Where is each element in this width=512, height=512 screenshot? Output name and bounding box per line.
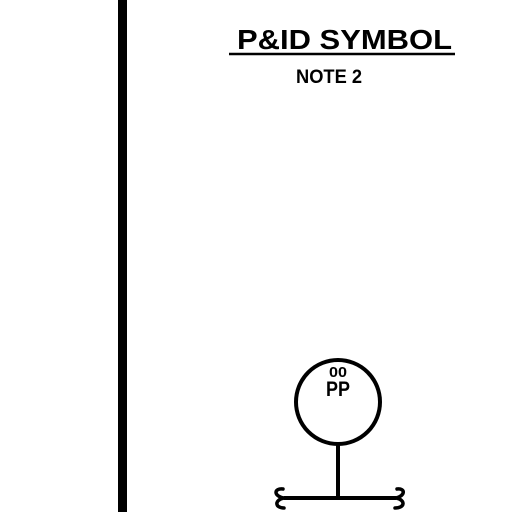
instrument-tag-bottom: PP [326,378,350,401]
process-line-break-right [393,487,405,510]
note-label: NOTE 2 [296,67,362,88]
border-line [118,0,127,512]
symbol-title: P&ID SYMBOL [237,24,452,55]
instrument-tag-top: 00 [329,364,347,381]
process-line-break-left [274,487,286,510]
